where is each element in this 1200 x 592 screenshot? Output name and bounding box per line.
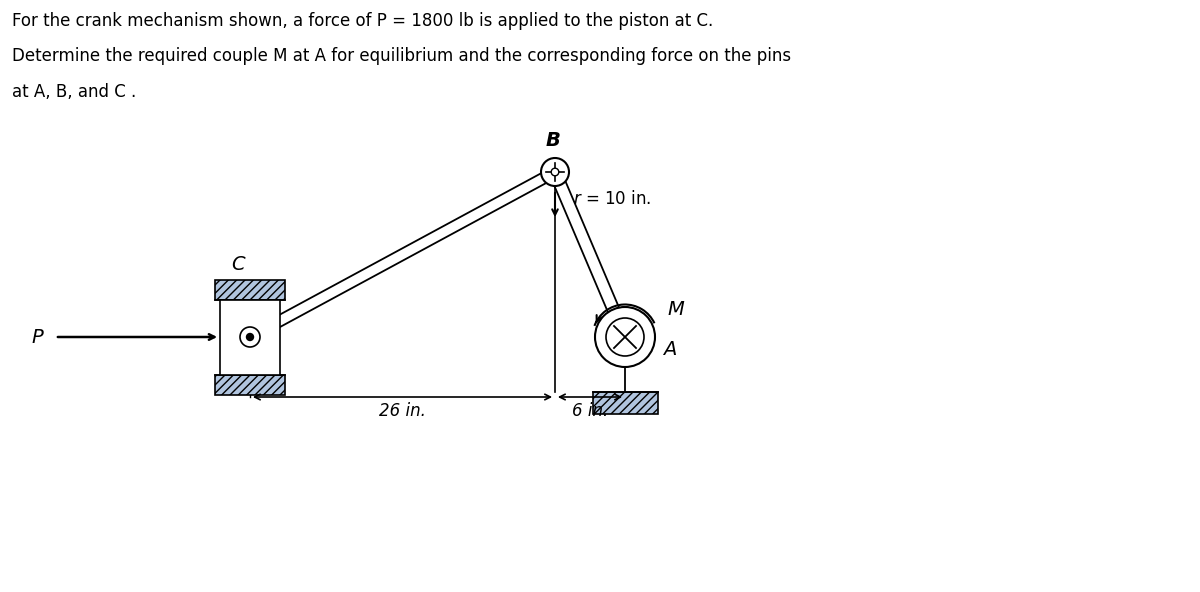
Circle shape (551, 168, 559, 176)
Text: $r$ = 10 in.: $r$ = 10 in. (574, 190, 652, 208)
Bar (220, 300, 280, 375)
Text: C: C (232, 255, 245, 274)
Text: B: B (546, 131, 560, 150)
Bar (215, 279, 286, 300)
Text: P: P (31, 327, 43, 346)
Text: 6 in.: 6 in. (572, 402, 608, 420)
Text: Determine the required couple M at A for equilibrium and the corresponding force: Determine the required couple M at A for… (12, 47, 791, 65)
Circle shape (541, 158, 569, 186)
Text: For the crank mechanism shown, a force of P = 1800 lb is applied to the piston a: For the crank mechanism shown, a force o… (12, 12, 713, 30)
Circle shape (246, 333, 253, 340)
Text: 26 in.: 26 in. (379, 402, 426, 420)
Circle shape (606, 318, 644, 356)
Text: M: M (667, 300, 684, 318)
Text: A: A (664, 339, 677, 359)
Bar (593, 392, 658, 414)
Text: at A, B, and C .: at A, B, and C . (12, 83, 137, 101)
Circle shape (595, 307, 655, 367)
Circle shape (240, 327, 260, 347)
Bar (215, 375, 286, 394)
